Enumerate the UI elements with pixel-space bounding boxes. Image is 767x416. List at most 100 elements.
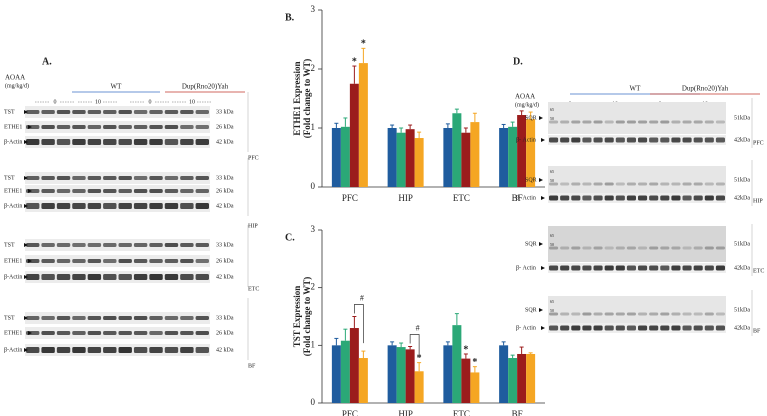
blot-band bbox=[549, 195, 559, 201]
blot-band bbox=[56, 110, 71, 114]
blot-band bbox=[560, 120, 570, 124]
region-label: ETC bbox=[248, 286, 259, 292]
blot-band bbox=[164, 203, 179, 209]
x-tick-label: ETC bbox=[453, 193, 470, 203]
blot-band bbox=[118, 243, 132, 247]
size-label: 51kDa bbox=[734, 115, 750, 121]
size-label: 42kDa bbox=[734, 137, 750, 143]
blot-band bbox=[56, 316, 71, 320]
blot-strip bbox=[548, 226, 726, 262]
blot-band bbox=[87, 203, 102, 209]
dose-bg bbox=[187, 98, 197, 106]
blot-band bbox=[693, 246, 703, 250]
blot-band bbox=[604, 137, 614, 143]
blot-band bbox=[195, 259, 209, 263]
marker-label: 65 bbox=[550, 169, 554, 174]
blot-band bbox=[604, 120, 614, 124]
blot-band bbox=[133, 274, 148, 280]
size-label: 42 kDa bbox=[216, 203, 234, 209]
blot-band bbox=[195, 203, 209, 209]
blot-band bbox=[615, 325, 625, 331]
protein-label: SQR bbox=[525, 177, 537, 183]
x-tick-label: PFC bbox=[342, 193, 358, 203]
blot-band bbox=[626, 312, 636, 316]
blot-band bbox=[682, 182, 692, 186]
blot-band bbox=[560, 325, 570, 331]
blot-band bbox=[103, 347, 117, 353]
blot-band bbox=[638, 182, 648, 186]
blot-band bbox=[571, 195, 581, 201]
x-tick-label: PFC bbox=[342, 409, 358, 416]
blot-band bbox=[87, 176, 102, 180]
y-tick-label: 0 bbox=[311, 181, 316, 191]
protein-label: SQR bbox=[525, 115, 537, 121]
blot-strip bbox=[25, 106, 210, 118]
blot-band bbox=[118, 316, 132, 320]
protein-label: TST bbox=[4, 175, 15, 181]
bar bbox=[414, 371, 424, 403]
y-axis-title: TST Expression bbox=[292, 286, 302, 347]
bracket bbox=[354, 304, 364, 344]
blot-band bbox=[582, 312, 592, 316]
size-label: 42kDa bbox=[734, 195, 750, 201]
blot-strip bbox=[25, 271, 210, 283]
blot-strip bbox=[25, 200, 210, 212]
arrow bbox=[539, 308, 543, 312]
blot-band bbox=[582, 325, 592, 331]
blot-strip bbox=[25, 239, 210, 251]
blot-band bbox=[87, 189, 102, 193]
blot-strip bbox=[25, 136, 210, 148]
blot-band bbox=[604, 182, 614, 186]
y-tick-label: 0 bbox=[311, 397, 316, 407]
blot-band bbox=[560, 265, 570, 271]
blot-band bbox=[693, 120, 703, 124]
bar bbox=[387, 345, 397, 403]
arrow bbox=[24, 348, 28, 352]
blot-band bbox=[118, 347, 132, 353]
blot-band bbox=[72, 139, 86, 145]
protein-label: SQR bbox=[525, 307, 537, 313]
marker-label: 50 bbox=[550, 178, 554, 183]
bar bbox=[517, 115, 527, 187]
blot-band bbox=[103, 176, 117, 180]
blot-band bbox=[638, 120, 648, 124]
blot-band bbox=[133, 347, 148, 353]
blot-band bbox=[56, 243, 71, 247]
blot-band bbox=[715, 265, 725, 271]
blot-band bbox=[118, 274, 132, 280]
arrow bbox=[539, 242, 543, 246]
marker-label: 65 bbox=[550, 299, 554, 304]
blot-band bbox=[593, 195, 603, 201]
protein-label: β-Actin bbox=[4, 139, 22, 145]
y-axis-note: (Fold change to WT) bbox=[302, 59, 312, 139]
blot-band bbox=[164, 139, 179, 145]
size-label: 33 kDa bbox=[216, 315, 234, 321]
significance: * bbox=[463, 344, 468, 355]
blot-band bbox=[72, 274, 86, 280]
blot-band bbox=[649, 195, 659, 201]
protein-label: TST bbox=[4, 315, 15, 321]
blot-band bbox=[149, 259, 163, 263]
blot-band bbox=[571, 182, 581, 186]
bar bbox=[331, 128, 341, 187]
blot-band bbox=[660, 246, 670, 250]
blot-band bbox=[195, 110, 209, 114]
arrow bbox=[539, 116, 543, 120]
blot-band bbox=[593, 265, 603, 271]
blot-band bbox=[180, 110, 194, 114]
bar bbox=[414, 138, 424, 187]
y-axis-title: ETHE1 Expression bbox=[292, 61, 302, 135]
blot-band bbox=[660, 312, 670, 316]
blot-band bbox=[41, 274, 55, 280]
blot-band bbox=[649, 325, 659, 331]
blot-band bbox=[693, 182, 703, 186]
blot-band bbox=[72, 347, 86, 353]
blot-band bbox=[638, 325, 648, 331]
blot-band bbox=[118, 139, 132, 145]
blot-band bbox=[549, 312, 559, 316]
blot-band bbox=[56, 139, 71, 145]
blot-band bbox=[626, 246, 636, 250]
arrow bbox=[539, 178, 543, 182]
blot-band bbox=[604, 195, 614, 201]
bar bbox=[461, 132, 471, 187]
